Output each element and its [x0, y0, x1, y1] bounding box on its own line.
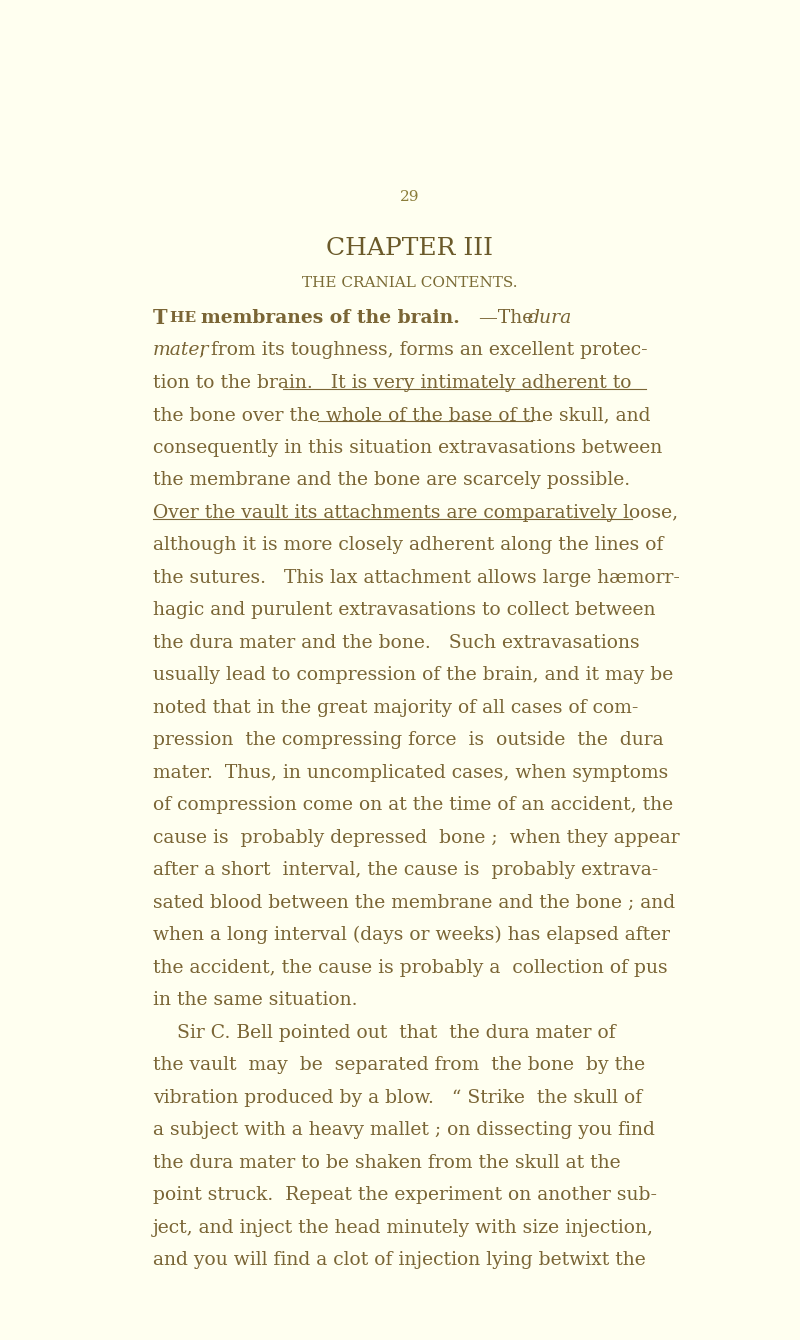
Text: after a short  interval, the cause is  probably extrava-: after a short interval, the cause is pro… [153, 862, 658, 879]
Text: the dura mater to be shaken from the skull at the: the dura mater to be shaken from the sku… [153, 1154, 620, 1171]
Text: pression  the compressing force  is  outside  the  dura: pression the compressing force is outsid… [153, 732, 663, 749]
Text: 29: 29 [400, 190, 420, 204]
Text: mater.  Thus, in uncomplicated cases, when symptoms: mater. Thus, in uncomplicated cases, whe… [153, 764, 668, 781]
Text: cause is  probably depressed  bone ;  when they appear: cause is probably depressed bone ; when … [153, 828, 679, 847]
Text: , from its toughness, forms an excellent protec-: , from its toughness, forms an excellent… [199, 342, 648, 359]
Text: of compression come on at the time of an accident, the: of compression come on at the time of an… [153, 796, 673, 815]
Text: in the same situation.: in the same situation. [153, 992, 357, 1009]
Text: when a long interval (days or weeks) has elapsed after: when a long interval (days or weeks) has… [153, 926, 670, 945]
Text: usually lead to compression of the brain, and it may be: usually lead to compression of the brain… [153, 666, 673, 685]
Text: —The: —The [479, 308, 539, 327]
Text: consequently in this situation extravasations between: consequently in this situation extravasa… [153, 438, 662, 457]
Text: THE CRANIAL CONTENTS.: THE CRANIAL CONTENTS. [302, 276, 518, 289]
Text: and you will find a clot of injection lying betwixt the: and you will find a clot of injection ly… [153, 1252, 646, 1269]
Text: Sir C. Bell pointed out  that  the dura mater of: Sir C. Bell pointed out that the dura ma… [153, 1024, 615, 1041]
Text: the bone over the whole of the base of the skull, and: the bone over the whole of the base of t… [153, 406, 650, 425]
Text: vibration produced by a blow.   “ Strike  the skull of: vibration produced by a blow. “ Strike t… [153, 1088, 642, 1107]
Text: dura: dura [527, 308, 571, 327]
Text: the dura mater and the bone.   Such extravasations: the dura mater and the bone. Such extrav… [153, 634, 639, 651]
Text: HE: HE [170, 311, 202, 324]
Text: the vault  may  be  separated from  the bone  by the: the vault may be separated from the bone… [153, 1056, 645, 1075]
Text: the accident, the cause is probably a  collection of pus: the accident, the cause is probably a co… [153, 958, 667, 977]
Text: sated blood between the membrane and the bone ; and: sated blood between the membrane and the… [153, 894, 675, 911]
Text: the sutures.   This lax attachment allows large hæmorr-: the sutures. This lax attachment allows … [153, 568, 679, 587]
Text: Over the vault its attachments are comparatively loose,: Over the vault its attachments are compa… [153, 504, 678, 521]
Text: the membrane and the bone are scarcely possible.: the membrane and the bone are scarcely p… [153, 472, 630, 489]
Text: T: T [153, 308, 167, 328]
Text: membranes of the brain.: membranes of the brain. [201, 308, 460, 327]
Text: a subject with a heavy mallet ; on dissecting you find: a subject with a heavy mallet ; on disse… [153, 1122, 654, 1139]
Text: point struck.  Repeat the experiment on another sub-: point struck. Repeat the experiment on a… [153, 1186, 657, 1205]
Text: mater: mater [153, 342, 210, 359]
Text: tion to the brain.   It is very intimately adherent to: tion to the brain. It is very intimately… [153, 374, 631, 391]
Text: ject, and inject the head minutely with size injection,: ject, and inject the head minutely with … [153, 1218, 654, 1237]
Text: hagic and purulent extravasations to collect between: hagic and purulent extravasations to col… [153, 602, 655, 619]
Text: noted that in the great majority of all cases of com-: noted that in the great majority of all … [153, 698, 638, 717]
Text: CHAPTER III: CHAPTER III [326, 237, 494, 260]
Text: although it is more closely adherent along the lines of: although it is more closely adherent alo… [153, 536, 663, 555]
